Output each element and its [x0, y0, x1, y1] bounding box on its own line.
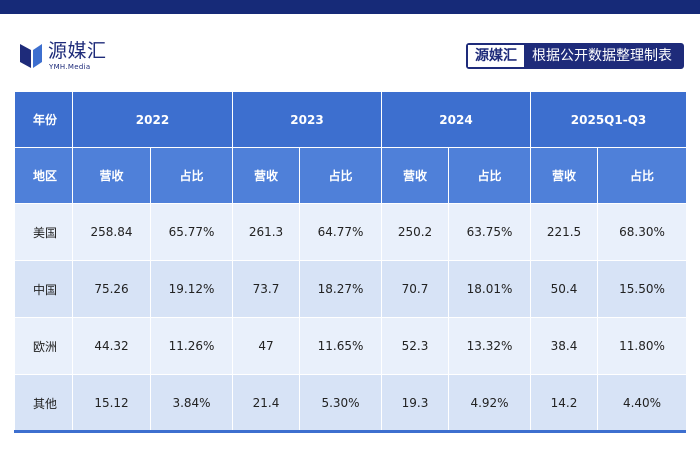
- table-bottom-rule: [14, 430, 686, 433]
- table-row: 中国 75.26 19.12% 73.7 18.27% 70.7 18.01% …: [14, 260, 688, 318]
- source-brand: 源媒汇: [468, 45, 524, 67]
- share-header: 占比: [448, 147, 531, 204]
- revenue-cell: 19.3: [381, 374, 449, 432]
- region-label: 其他: [14, 374, 73, 432]
- revenue-cell: 221.5: [530, 203, 598, 261]
- share-cell: 15.50%: [596, 260, 688, 318]
- revenue-cell: 73.7: [232, 260, 300, 318]
- year-header: 2025Q1-Q3: [529, 91, 688, 148]
- source-label: 源媒汇 根据公开数据整理制表: [466, 43, 684, 69]
- top-banner: [0, 0, 700, 14]
- revenue-header: 营收: [232, 147, 300, 204]
- share-cell: 3.84%: [150, 374, 233, 432]
- region-corner-label: 地区: [14, 147, 73, 204]
- table-row: 欧洲 44.32 11.26% 47 11.65% 52.3 13.32% 38…: [14, 317, 688, 375]
- year-header: 2024: [381, 91, 531, 148]
- revenue-cell: 261.3: [232, 203, 300, 261]
- share-header: 占比: [150, 147, 233, 204]
- brand-logo: 源媒汇 YMH.Media: [18, 40, 138, 76]
- share-header: 占比: [299, 147, 382, 204]
- metric-header-row: 地区 营收 占比 营收 占比 营收 占比 营收 占比: [14, 147, 688, 204]
- share-header: 占比: [596, 147, 688, 204]
- revenue-cell: 250.2: [381, 203, 449, 261]
- revenue-cell: 15.12: [72, 374, 151, 432]
- share-cell: 11.80%: [596, 317, 688, 375]
- share-cell: 68.30%: [596, 203, 688, 261]
- year-header: 2022: [72, 91, 233, 148]
- share-cell: 4.40%: [596, 374, 688, 432]
- revenue-cell: 258.84: [72, 203, 151, 261]
- table-row: 其他 15.12 3.84% 21.4 5.30% 19.3 4.92% 14.…: [14, 374, 688, 432]
- brand-subtitle: YMH.Media: [49, 63, 91, 71]
- revenue-cell: 52.3: [381, 317, 449, 375]
- table-row: 美国 258.84 65.77% 261.3 64.77% 250.2 63.7…: [14, 203, 688, 261]
- revenue-header: 营收: [381, 147, 449, 204]
- revenue-header: 营收: [530, 147, 598, 204]
- share-cell: 64.77%: [299, 203, 382, 261]
- revenue-cell: 75.26: [72, 260, 151, 318]
- year-header: 2023: [232, 91, 382, 148]
- share-cell: 65.77%: [150, 203, 233, 261]
- revenue-cell: 50.4: [530, 260, 598, 318]
- revenue-cell: 44.32: [72, 317, 151, 375]
- region-label: 美国: [14, 203, 73, 261]
- revenue-table: 年份 2022 2023 2024 2025Q1-Q3 地区 营收 占比 营收 …: [14, 91, 688, 432]
- share-cell: 11.26%: [150, 317, 233, 375]
- logo-mark-icon: [20, 44, 42, 68]
- share-cell: 4.92%: [448, 374, 531, 432]
- year-corner-label: 年份: [14, 91, 73, 148]
- share-cell: 18.27%: [299, 260, 382, 318]
- share-cell: 11.65%: [299, 317, 382, 375]
- revenue-cell: 14.2: [530, 374, 598, 432]
- region-label: 中国: [14, 260, 73, 318]
- share-cell: 13.32%: [448, 317, 531, 375]
- share-cell: 63.75%: [448, 203, 531, 261]
- revenue-header: 营收: [72, 147, 151, 204]
- share-cell: 19.12%: [150, 260, 233, 318]
- revenue-cell: 70.7: [381, 260, 449, 318]
- revenue-cell: 38.4: [530, 317, 598, 375]
- region-label: 欧洲: [14, 317, 73, 375]
- revenue-cell: 47: [232, 317, 300, 375]
- share-cell: 18.01%: [448, 260, 531, 318]
- source-note: 根据公开数据整理制表: [524, 45, 682, 67]
- brand-name: 源媒汇: [48, 40, 107, 62]
- year-header-row: 年份 2022 2023 2024 2025Q1-Q3: [14, 91, 688, 148]
- revenue-cell: 21.4: [232, 374, 300, 432]
- share-cell: 5.30%: [299, 374, 382, 432]
